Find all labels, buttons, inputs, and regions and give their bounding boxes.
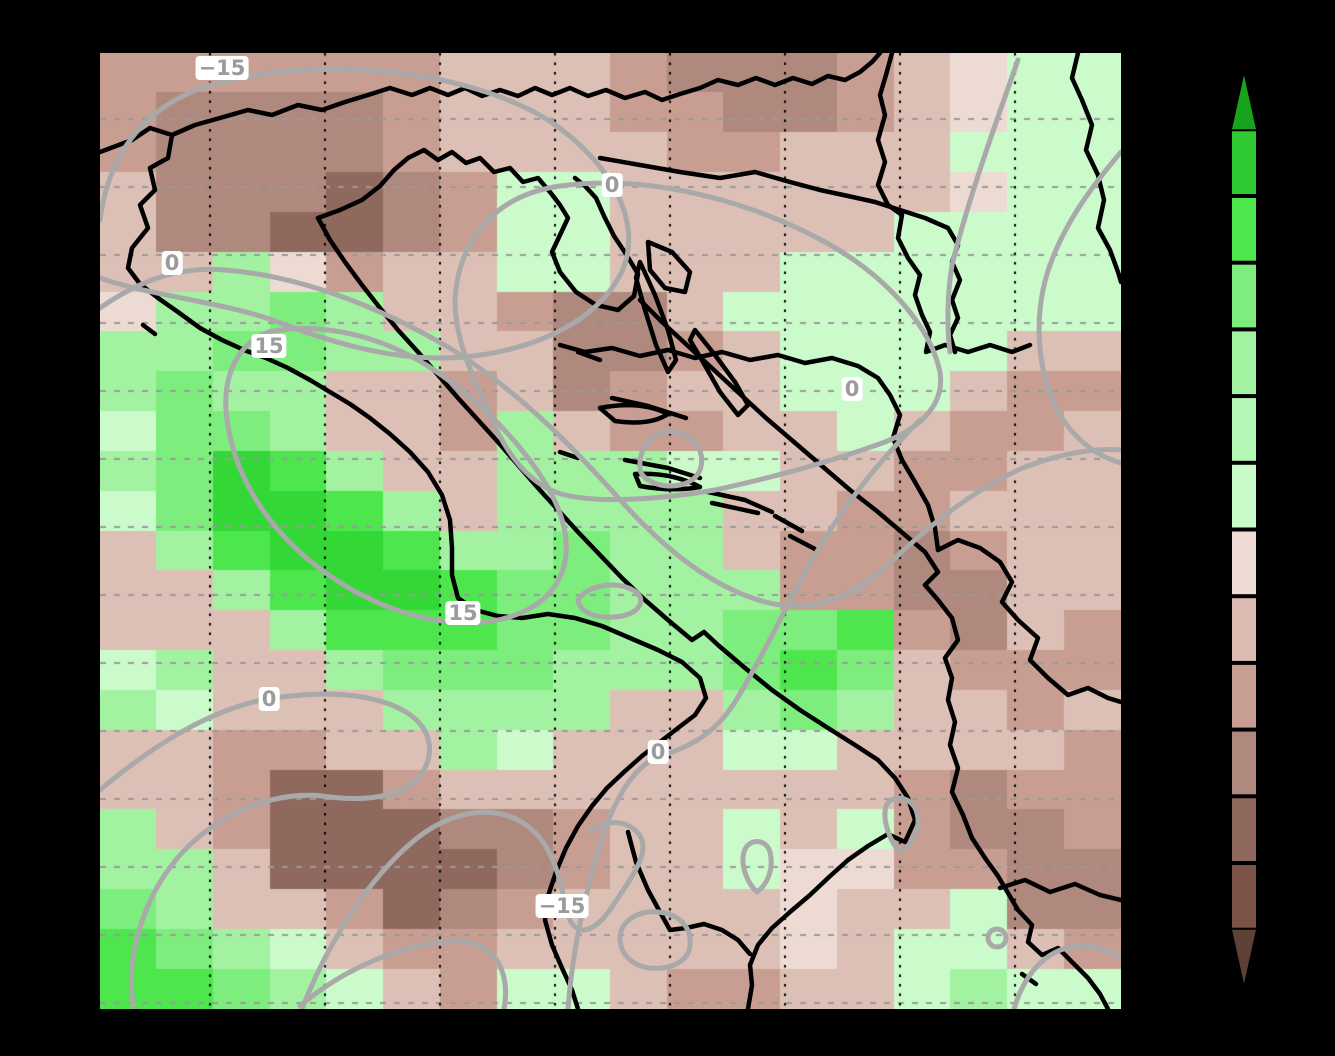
colorbar-box — [1232, 598, 1256, 661]
contour-label: 0 — [841, 377, 863, 401]
contour-line — [617, 909, 693, 971]
contour-line — [100, 691, 432, 1009]
colorbar-arrow-down-icon — [1232, 929, 1256, 984]
contour-line — [565, 417, 923, 1009]
raster-grid — [100, 53, 1121, 1009]
contour-line — [1036, 149, 1121, 466]
contour-label: −15 — [535, 894, 589, 918]
island-path — [609, 395, 689, 421]
contour-line — [223, 326, 569, 626]
contour-label: 0 — [161, 251, 183, 275]
contour-label: 0 — [258, 687, 280, 711]
contour-line — [100, 266, 1121, 609]
island-path — [687, 327, 751, 418]
coastline-path — [100, 125, 709, 1009]
island-path — [633, 259, 679, 375]
coastline-path — [1069, 53, 1121, 285]
contour-label: 15 — [251, 334, 287, 358]
contour-line — [1011, 943, 1121, 1009]
contour-line — [740, 839, 774, 895]
island-path — [787, 533, 818, 552]
coastline-path — [597, 155, 963, 355]
colorbar-box — [1232, 131, 1256, 194]
contour-line — [637, 428, 704, 489]
colorbar-box — [1232, 398, 1256, 461]
colorbar-box — [1232, 464, 1256, 528]
contour-line — [297, 939, 508, 1009]
coastline-path — [875, 53, 1033, 355]
island-path — [772, 513, 805, 534]
colorbar — [1232, 75, 1256, 984]
colorbar-box — [1232, 264, 1256, 328]
contour-label: 0 — [601, 173, 623, 197]
map-panel: −15 0 15 0 0 15 0 0 −15 — [100, 53, 1121, 1009]
island-path — [632, 471, 703, 492]
colorbar-box — [1232, 197, 1256, 261]
island-path — [645, 239, 693, 295]
colorbar-box — [1232, 331, 1256, 395]
contour-label: −15 — [195, 56, 249, 80]
coastline-path — [625, 829, 753, 957]
coastline-path — [935, 537, 1121, 705]
contour-label: 15 — [445, 601, 481, 625]
colorbar-box — [1232, 731, 1256, 795]
contour-line — [945, 57, 1021, 355]
coastline-path — [997, 877, 1121, 903]
island-path — [709, 500, 761, 516]
island-path — [705, 489, 775, 515]
contour-line — [575, 582, 644, 620]
contour-line — [882, 795, 921, 855]
colorbar-box — [1232, 798, 1256, 861]
island-path — [140, 322, 158, 337]
island-path — [557, 449, 581, 461]
colorbar-svg — [1232, 75, 1256, 984]
colorbar-arrow-up-icon — [1232, 75, 1256, 130]
colorbar-box — [1232, 531, 1256, 595]
colorbar-box — [1232, 865, 1256, 928]
coastline-path — [557, 342, 941, 553]
coastline-path — [637, 297, 1111, 1009]
island-path — [575, 349, 603, 363]
colorbar-box — [1232, 664, 1256, 728]
contour-label: 0 — [647, 740, 669, 764]
coastline-path — [169, 53, 883, 138]
contour-line — [299, 809, 646, 1009]
contour-line — [985, 926, 1009, 950]
